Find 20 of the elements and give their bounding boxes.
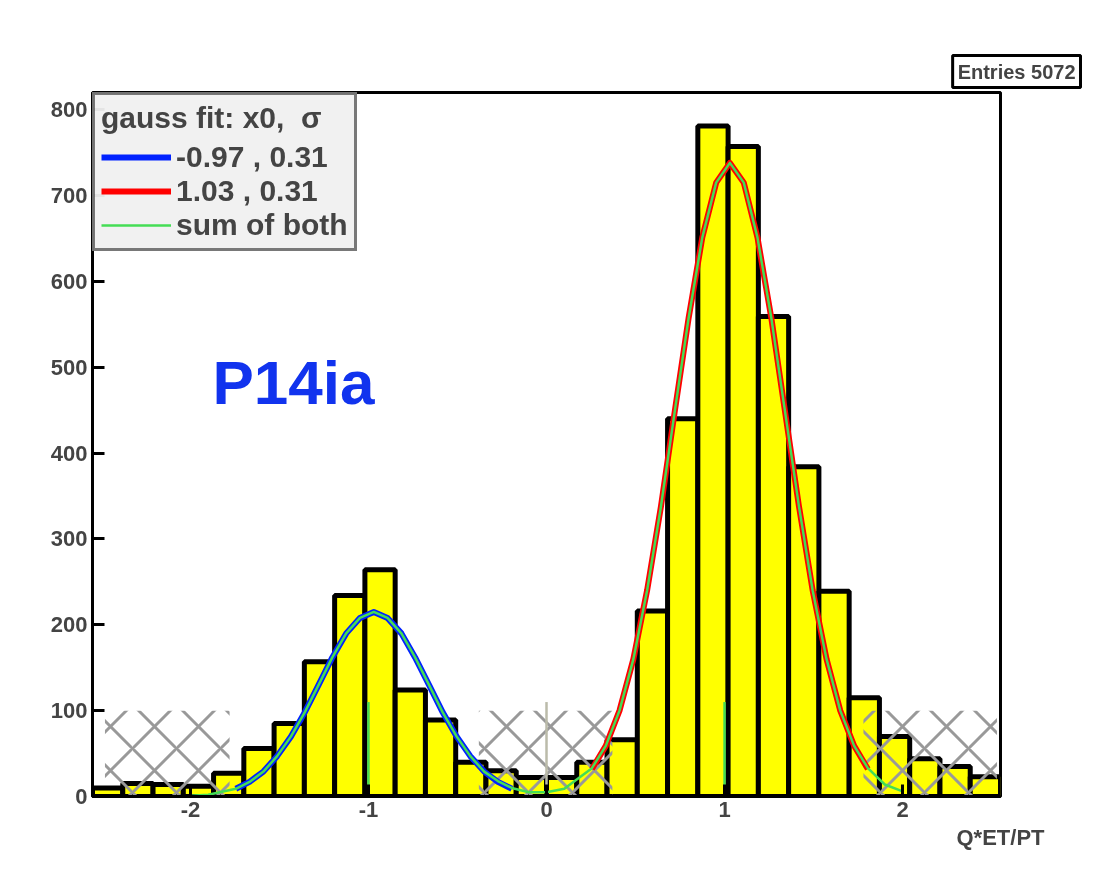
annotation: P14ia bbox=[212, 347, 376, 417]
y-tick-label: 200 bbox=[50, 612, 88, 638]
y-tick-label: 600 bbox=[50, 268, 88, 294]
x-tick-label: 0 bbox=[540, 796, 553, 822]
y-tick-label: 500 bbox=[50, 354, 88, 380]
x-axis-title: Q*ET/PT bbox=[956, 824, 1046, 850]
x-tick-label: 1 bbox=[718, 796, 731, 822]
x-tick-label: -2 bbox=[180, 796, 201, 822]
y-tick-label: 100 bbox=[50, 698, 88, 724]
x-tick-label: 2 bbox=[896, 796, 909, 822]
text: Entries 5072 bbox=[957, 60, 1076, 83]
y-tick-label: 800 bbox=[50, 97, 88, 123]
legend-label: sum of both bbox=[176, 208, 348, 242]
legend-title: gauss fit: x0, σ bbox=[101, 101, 323, 135]
x-tick-label: -1 bbox=[358, 796, 379, 822]
y-tick-label: 700 bbox=[50, 183, 88, 209]
legend-label: 1.03 , 0.31 bbox=[176, 174, 318, 208]
y-tick-label: 400 bbox=[50, 440, 88, 466]
y-tick-label: 300 bbox=[50, 526, 88, 552]
legend-label: -0.97 , 0.31 bbox=[176, 140, 328, 174]
